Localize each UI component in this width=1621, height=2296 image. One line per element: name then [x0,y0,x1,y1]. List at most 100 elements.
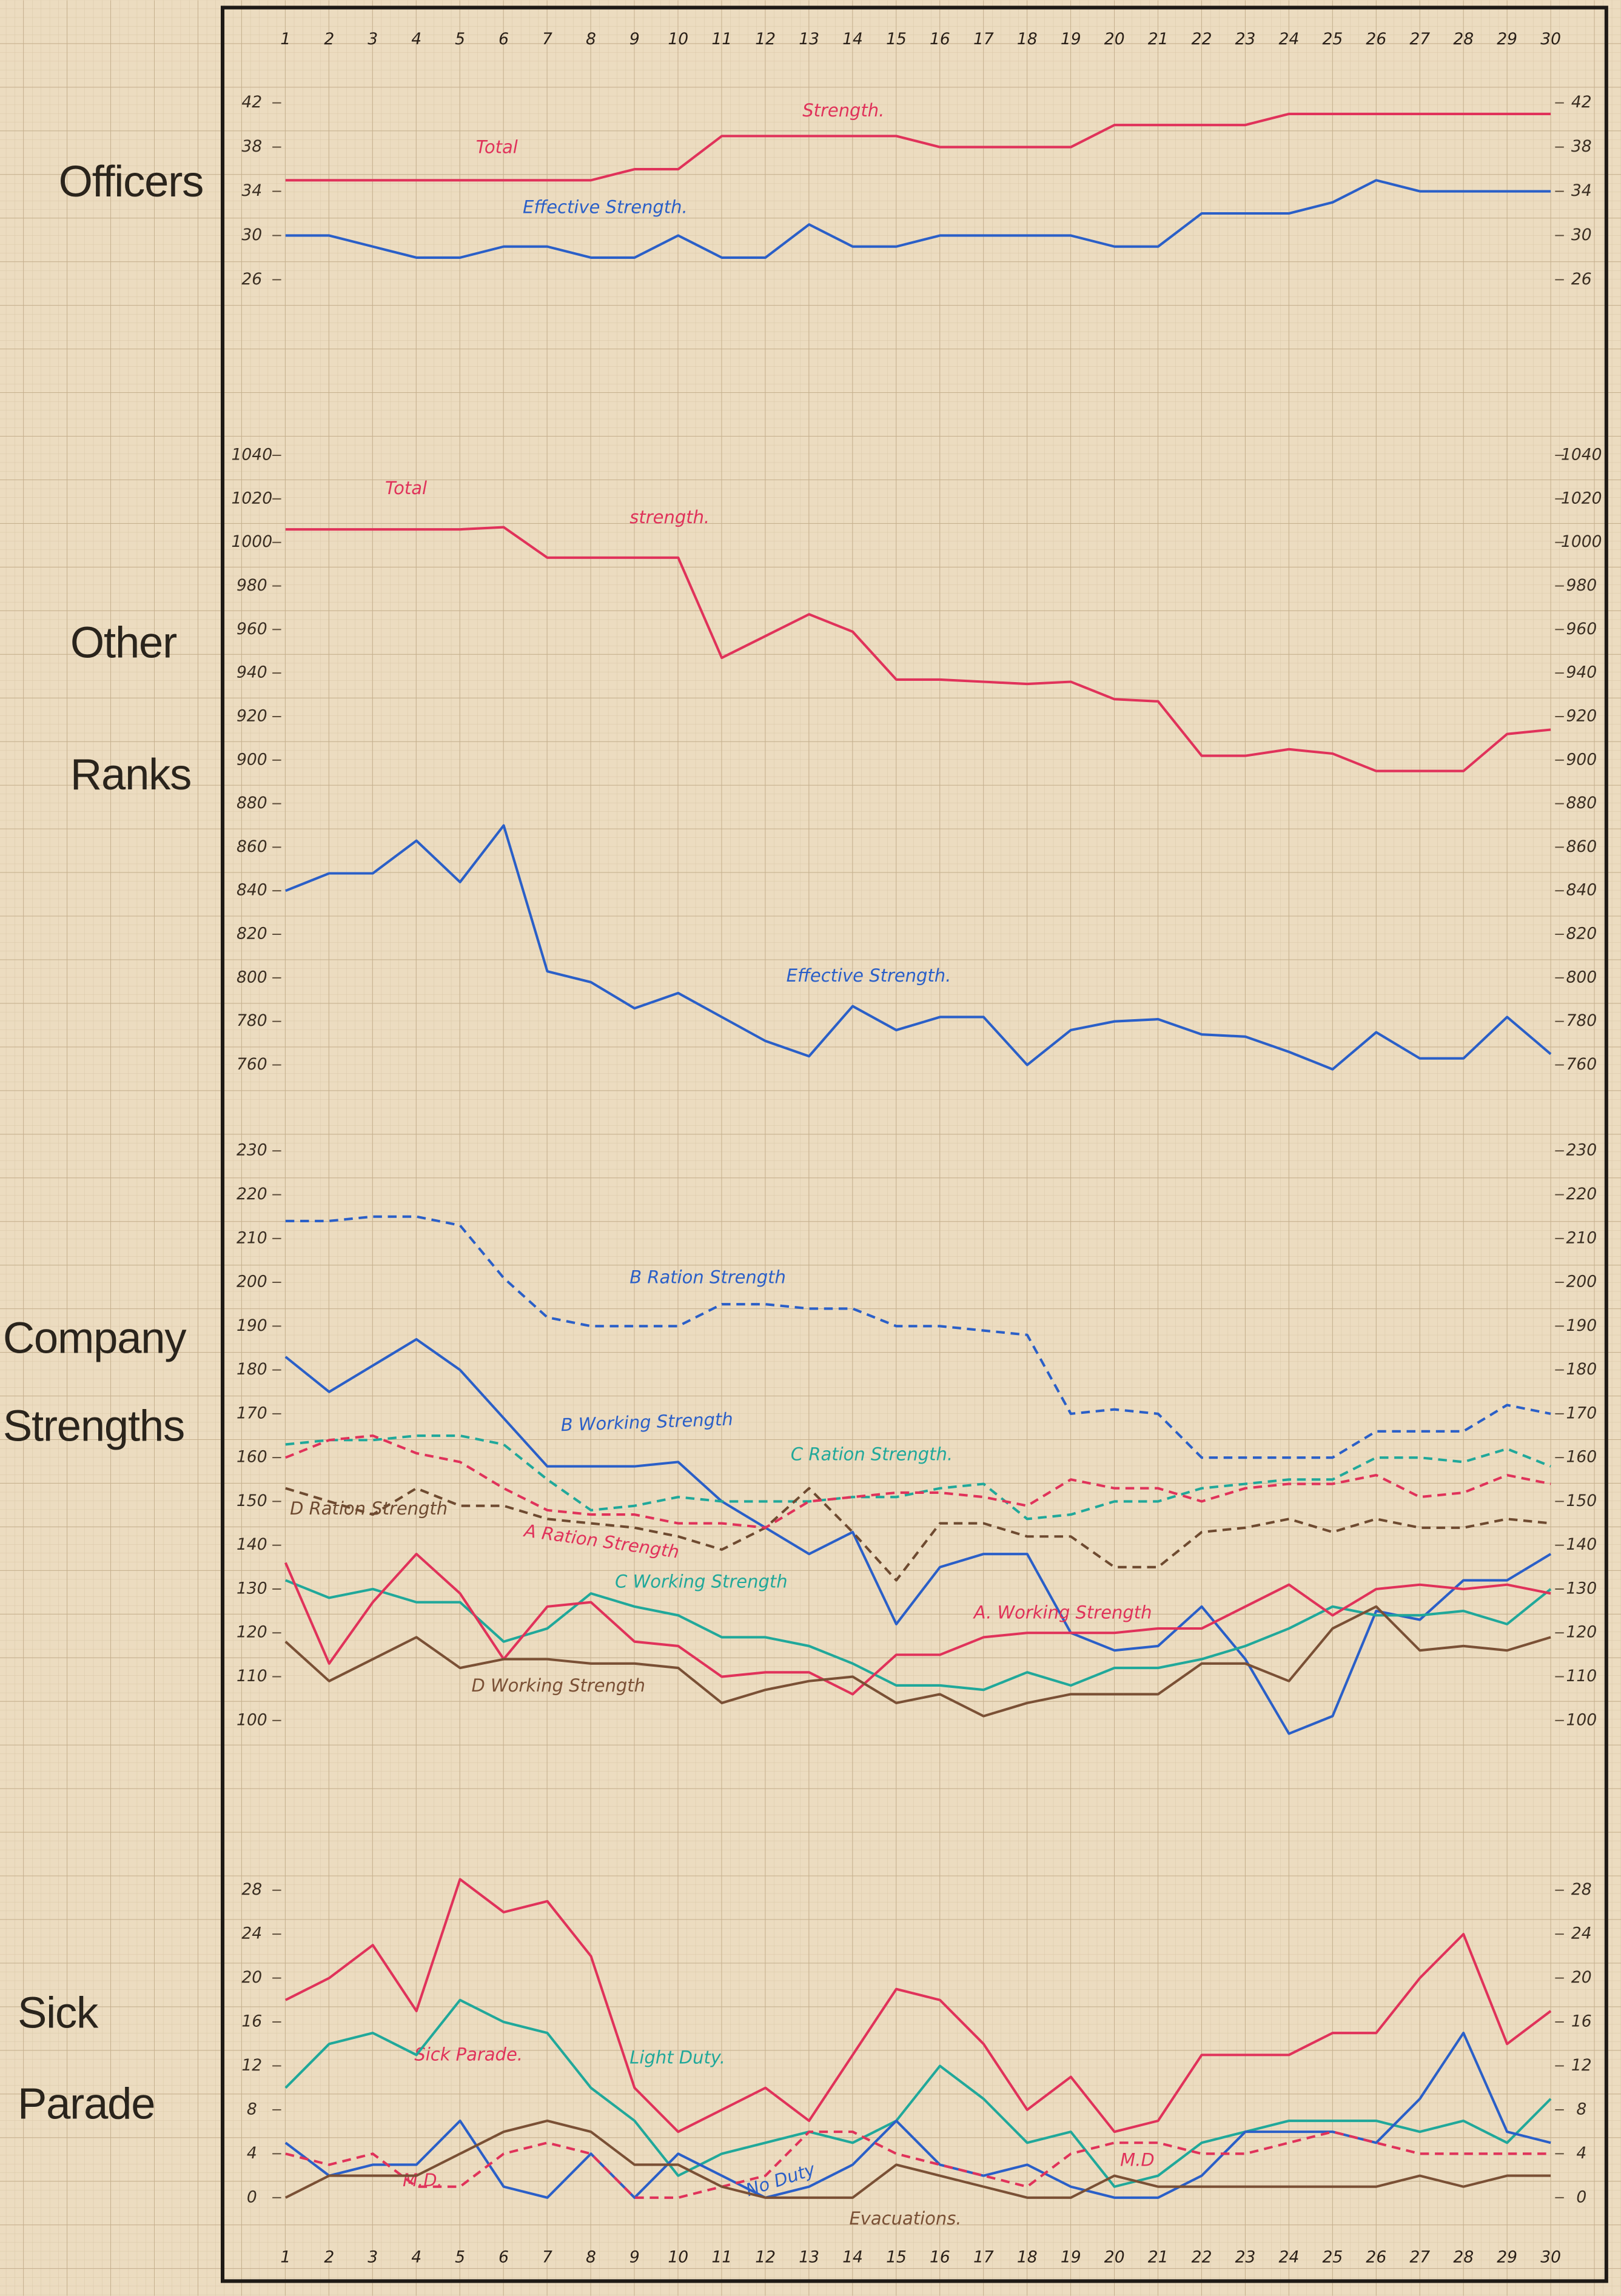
y-tick-label: 940 [1566,663,1597,682]
y-tick-label: 26 [1571,270,1592,289]
x-tick-label: 27 [1409,30,1430,49]
x-tick-label: 6 [498,2247,509,2266]
x-tick-label: 18 [1017,30,1038,49]
x-tick-label: 2 [324,30,334,49]
annotation: strength. [629,507,710,527]
y-tick-label: 130 [1566,1579,1597,1598]
y-tick-label: 220 [1566,1185,1597,1203]
y-tick-label: 30 [241,226,262,244]
y-tick-label: 8 [247,2100,257,2118]
y-tick-label: 26 [241,270,262,289]
row-label: Officers [12,139,231,227]
y-tick-label: 24 [241,1924,262,1943]
y-tick-label: 38 [1571,137,1592,156]
y-tick-label: 980 [237,576,267,595]
y-tick-label: 230 [1566,1141,1597,1160]
annotation: M.D [1120,2149,1155,2170]
x-tick-label: 2 [324,2247,334,2266]
y-tick-label: 4 [1576,2144,1586,2163]
y-tick-label: 880 [1566,794,1597,812]
x-tick-label: 10 [668,2247,688,2266]
y-tick-label: 140 [1566,1535,1597,1554]
page: Officers Other Ranks Company Strengths S… [0,0,1621,2296]
series-label: Evacuations. [849,2208,961,2229]
series-label: Total [385,478,427,498]
x-tick-label: 20 [1104,2247,1125,2266]
series-label: Sick Parade. [414,2044,523,2065]
x-tick-label: 22 [1192,2247,1212,2266]
y-tick-label: 170 [237,1404,267,1422]
y-tick-label: 820 [1566,925,1597,943]
x-tick-label: 27 [1409,2247,1430,2266]
x-tick-label: 5 [455,2247,465,2266]
row-label-box: Company Strengths [3,1296,232,1501]
x-tick-label: 9 [629,30,640,49]
row-label-box: Other Ranks [12,578,231,857]
y-tick-label: 800 [237,968,267,986]
x-tick-label: 30 [1540,2247,1561,2266]
x-tick-label: 3 [367,30,378,49]
x-tick-label: 19 [1061,30,1081,49]
x-tick-label: 6 [498,30,509,49]
row-label: Sick Parade [12,1969,164,2150]
x-tick-label: 10 [668,30,688,49]
y-tick-label: 160 [1566,1448,1597,1467]
x-tick-label: 15 [886,2247,907,2266]
y-tick-label: 1000 [232,532,273,551]
y-tick-label: 0 [247,2187,257,2206]
y-tick-label: 860 [1566,837,1597,856]
x-tick-label: 4 [411,2247,421,2266]
x-tick-label: 26 [1366,2247,1386,2266]
x-tick-label: 15 [886,30,907,49]
x-tick-label: 12 [755,2247,776,2266]
y-tick-label: 160 [237,1448,267,1467]
x-tick-label: 24 [1279,2247,1300,2266]
x-tick-label: 19 [1061,2247,1081,2266]
x-tick-label: 17 [973,30,994,49]
y-tick-label: 34 [1571,181,1592,200]
x-tick-label: 17 [973,2247,994,2266]
y-tick-label: 1020 [232,489,273,507]
x-tick-label: 1 [280,2247,290,2266]
y-tick-label: 960 [1566,620,1597,638]
x-tick-label: 20 [1104,30,1125,49]
y-tick-label: 180 [1566,1360,1597,1379]
x-tick-label: 11 [711,2247,732,2266]
y-tick-label: 760 [237,1055,267,1074]
y-tick-label: 20 [1571,1968,1592,1987]
y-tick-label: 42 [241,93,262,112]
y-tick-label: 840 [1566,881,1597,900]
y-tick-label: 230 [237,1141,267,1160]
y-tick-label: 980 [1566,576,1597,595]
y-tick-label: 190 [237,1316,267,1335]
x-tick-label: 21 [1148,30,1169,49]
y-tick-label: 150 [237,1491,267,1510]
x-tick-label: 21 [1148,2247,1169,2266]
y-tick-label: 940 [237,663,267,682]
x-tick-label: 13 [799,30,819,49]
y-tick-label: 140 [237,1535,267,1554]
y-tick-label: 110 [1566,1667,1597,1685]
x-tick-label: 23 [1235,30,1256,49]
y-tick-label: 1040 [232,446,273,464]
y-tick-label: 170 [1566,1404,1597,1422]
y-tick-label: 38 [241,137,262,156]
x-tick-label: 8 [586,30,596,49]
x-tick-label: 26 [1366,30,1386,49]
x-tick-label: 22 [1192,30,1212,49]
x-tick-label: 16 [930,30,950,49]
series-label: D Ration Strength [290,1498,448,1519]
x-tick-label: 5 [455,30,465,49]
x-tick-label: 12 [755,30,776,49]
y-tick-label: 800 [1566,968,1597,986]
y-tick-label: 880 [237,794,267,812]
y-tick-label: 28 [1571,1880,1592,1899]
y-tick-label: 110 [237,1667,267,1685]
y-tick-label: 120 [237,1623,267,1642]
y-tick-label: 900 [1566,750,1597,769]
y-tick-label: 860 [237,837,267,856]
x-tick-label: 3 [367,2247,378,2266]
y-tick-label: 12 [1571,2056,1592,2075]
x-tick-label: 30 [1540,30,1561,49]
y-tick-label: 200 [237,1273,267,1291]
